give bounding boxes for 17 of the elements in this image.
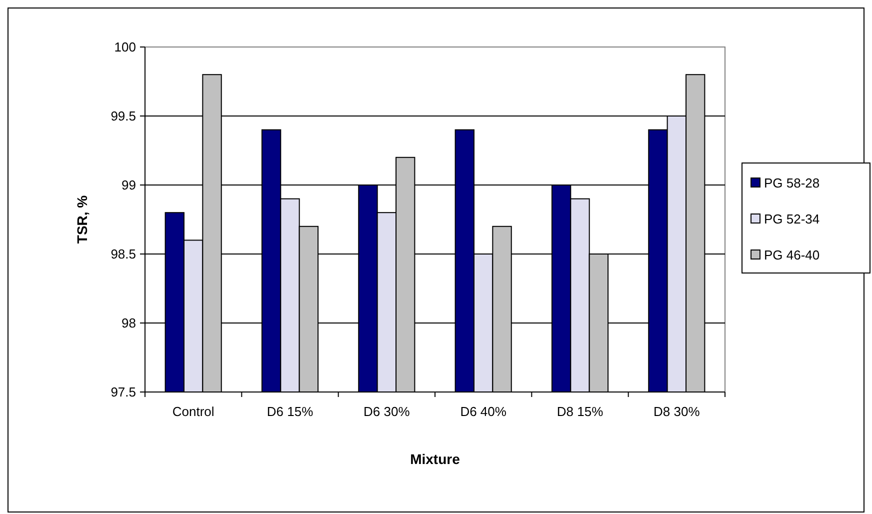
x-tick-label: D8 30% (654, 404, 700, 419)
y-tick-label: 98.5 (110, 246, 136, 262)
x-tick-label: D8 15% (556, 404, 604, 419)
x-tick-label: Control (172, 404, 214, 419)
y-tick-label: 97.5 (110, 384, 136, 400)
x-tick-label: D6 40% (460, 404, 507, 419)
y-tick-label: 100 (114, 40, 136, 55)
x-tick-label: D6 15% (266, 404, 314, 419)
legend-label: PG 58-28 (764, 176, 820, 191)
x-tick-label: D6 30% (364, 404, 410, 419)
y-tick-label: 98 (122, 316, 136, 331)
legend-label: PG 52-34 (764, 212, 820, 227)
y-tick-label: 99 (122, 178, 136, 193)
x-axis-title: Mixture (410, 451, 460, 467)
y-axis-title: TSR, % (74, 194, 90, 244)
y-tick-label: 99.5 (110, 108, 136, 124)
legend-label: PG 46-40 (764, 248, 820, 263)
